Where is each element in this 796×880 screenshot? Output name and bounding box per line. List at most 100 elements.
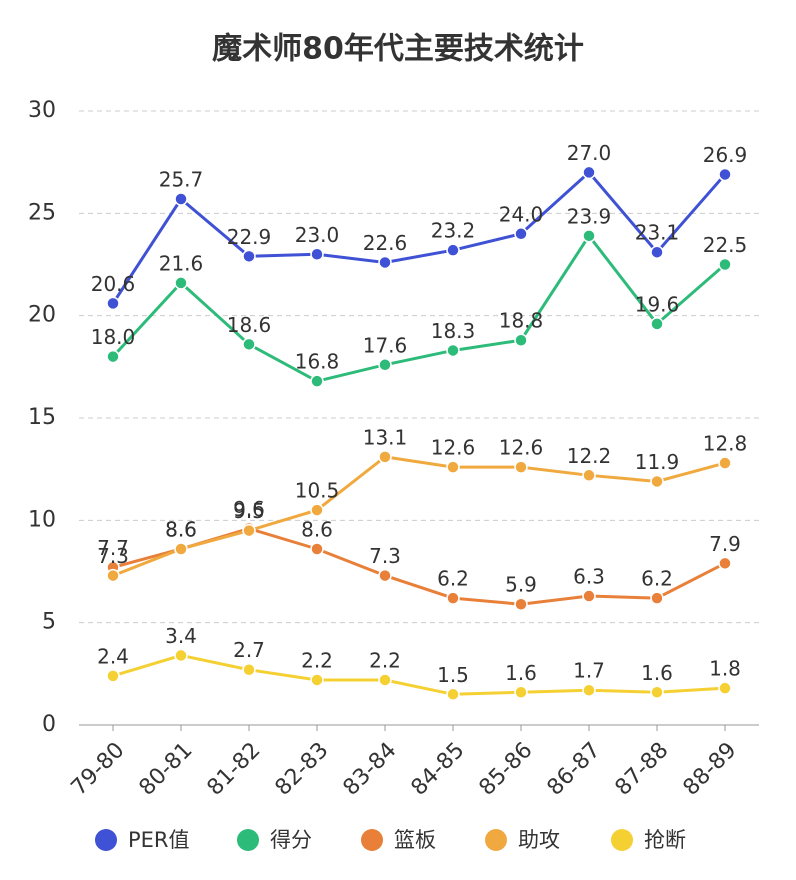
point <box>310 374 324 388</box>
data-label: 9.5 <box>233 499 265 523</box>
data-label: 6.2 <box>437 567 469 591</box>
point <box>446 243 460 257</box>
point <box>718 257 732 272</box>
y-tick-label: 30 <box>28 98 56 123</box>
data-label: 7.9 <box>709 532 741 556</box>
data-label: 24.0 <box>499 202 544 226</box>
point <box>582 165 596 180</box>
data-label: 18.8 <box>499 309 544 333</box>
x-tick-label: 86-87 <box>543 738 606 801</box>
line <box>112 653 726 696</box>
legend-marker <box>361 829 383 851</box>
legend-label: 抢断 <box>644 828 686 852</box>
point <box>106 568 120 583</box>
line <box>112 526 726 606</box>
point <box>718 167 732 182</box>
data-label: 7.3 <box>97 544 129 568</box>
line <box>112 455 726 577</box>
point <box>310 503 324 517</box>
data-label: 1.7 <box>573 659 605 683</box>
point <box>378 673 392 687</box>
data-label: 13.1 <box>363 425 408 449</box>
point <box>106 296 120 311</box>
point <box>378 568 392 583</box>
point <box>514 460 528 474</box>
x-tick-label: 87-88 <box>611 738 674 801</box>
point <box>582 229 596 243</box>
data-label: 8.6 <box>165 517 197 541</box>
legend-marker <box>95 829 117 851</box>
y-tick-label: 10 <box>28 507 56 532</box>
data-label: 20.6 <box>91 272 136 296</box>
legend-marker <box>611 829 633 851</box>
point <box>242 523 256 538</box>
legend-marker <box>237 829 259 851</box>
data-label: 1.5 <box>437 663 469 687</box>
x-tick-label: 82-83 <box>271 738 334 801</box>
data-label: 18.6 <box>227 313 272 337</box>
data-label: 5.9 <box>505 573 537 597</box>
point <box>582 683 596 697</box>
chart-title: 魔术师80年代主要技术统计 <box>212 32 584 67</box>
data-label: 22.9 <box>227 225 272 249</box>
point <box>718 456 732 470</box>
point <box>378 358 392 372</box>
data-label: 7.7 <box>97 536 129 560</box>
data-label: 1.6 <box>505 661 537 685</box>
point <box>174 542 188 556</box>
legend-label: 得分 <box>270 828 312 852</box>
point <box>310 673 324 687</box>
line <box>111 233 726 383</box>
point <box>174 192 188 206</box>
x-tick-label: 84-85 <box>407 738 470 801</box>
data-label: 25.7 <box>159 168 204 192</box>
y-tick-label: 20 <box>28 303 56 328</box>
point <box>514 227 528 241</box>
point <box>106 349 120 364</box>
point <box>514 597 528 611</box>
data-label: 2.4 <box>97 644 129 668</box>
point <box>106 669 120 683</box>
point <box>514 333 528 347</box>
y-tick-label: 15 <box>28 405 56 430</box>
point <box>242 249 256 264</box>
point <box>242 662 256 677</box>
x-tick-label: 79-80 <box>67 738 130 801</box>
point <box>582 468 596 483</box>
data-label: 23.0 <box>295 223 340 247</box>
point <box>378 450 392 464</box>
data-label: 12.6 <box>431 436 476 460</box>
data-label: 22.6 <box>363 231 408 255</box>
legend-marker <box>485 829 507 851</box>
point <box>650 474 664 489</box>
x-tick-label: 83-84 <box>339 738 402 801</box>
x-tick-label: 80-81 <box>135 738 198 801</box>
point <box>650 685 664 700</box>
data-label: 16.8 <box>295 350 340 374</box>
data-label: 2.2 <box>301 648 333 672</box>
data-label: 6.2 <box>641 567 673 591</box>
point <box>174 276 188 290</box>
point <box>378 255 392 270</box>
legend-label: 篮板 <box>394 828 436 852</box>
x-tick-label: 81-82 <box>203 738 266 801</box>
data-label: 7.3 <box>369 544 401 568</box>
point <box>446 687 460 702</box>
data-label: 11.9 <box>635 450 680 474</box>
data-label: 10.5 <box>295 479 340 503</box>
data-label: 26.9 <box>703 143 748 167</box>
data-label: 27.0 <box>567 141 612 165</box>
data-label: 2.2 <box>369 648 401 672</box>
data-label: 8.6 <box>301 517 333 541</box>
data-label: 1.8 <box>709 657 741 681</box>
data-label: 12.6 <box>499 436 544 460</box>
point <box>242 337 256 352</box>
point <box>718 556 732 571</box>
data-label: 18.0 <box>91 325 136 349</box>
point <box>310 247 324 262</box>
data-label: 9.6 <box>233 497 265 521</box>
legend-label: PER值 <box>128 828 190 852</box>
data-label: 21.6 <box>159 251 204 275</box>
